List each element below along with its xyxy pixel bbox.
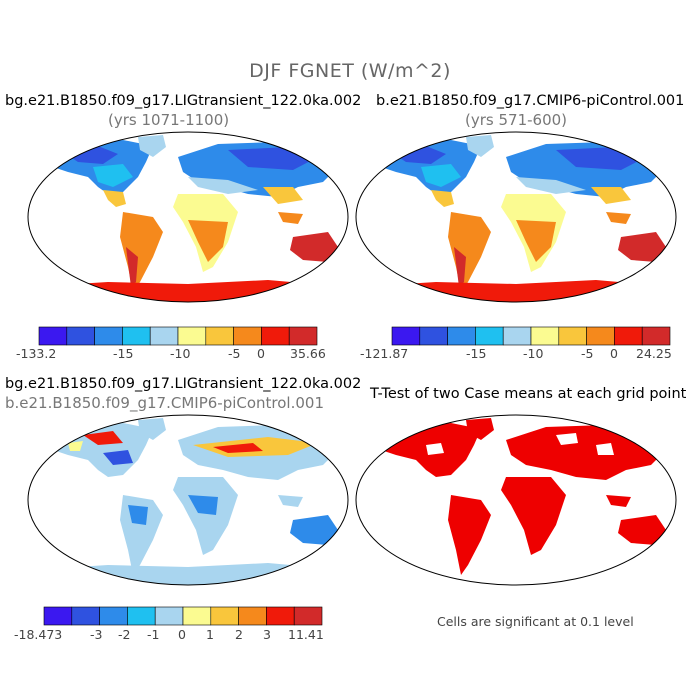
landmass-greenland [466,135,494,157]
colorbar-box [38,326,68,346]
colorbar-box [210,606,239,626]
colorbar-box [530,326,560,346]
panel-4-title: T-Test of two Case means at each grid po… [370,386,687,402]
colorbar-box [66,326,95,346]
colorbar-box [475,326,504,346]
colorbar-box [71,606,100,626]
landmass-australia [290,232,338,262]
panel-3-colorbar-label: 0 [178,627,186,642]
panel-1-colorbar-label-max: 35.66 [290,346,326,361]
colorbar-box [502,326,532,346]
colorbar-box [127,606,156,626]
landmass-south-america [448,495,491,575]
panel-2-colorbar-label-min: -121.87 [360,346,409,361]
panel-3-colorbar-label: 1 [206,627,214,642]
colorbar-box [641,326,671,346]
landmass-australia [290,515,338,545]
colorbar-box [99,606,128,626]
panel-1-map [27,131,349,303]
panel-2-colorbar-label: 0 [610,346,618,361]
panel-2-map [355,131,677,303]
colorbar-box [261,326,290,346]
colorbar-box [288,326,318,346]
colorbar-box [233,326,262,346]
colorbar-boxes [43,606,323,626]
panel-1-colorbar-label: 0 [257,346,265,361]
panel-4-map [355,414,677,586]
panel-2-colorbar-label: -10 [523,346,544,361]
panel-3-colorbar-label-min: -18.473 [14,627,63,642]
panel-3-map [27,414,349,586]
colorbar-boxes [38,326,318,346]
landmass-greenland [138,418,166,440]
colorbar-box [43,606,73,626]
colorbar-box [614,326,643,346]
panel-3-colorbar-label: -1 [147,627,160,642]
colorbar-box [293,606,323,626]
panel-2-title: b.e21.B1850.f09_g17.CMIP6-piControl.001 [376,93,685,109]
panel-3-colorbar-label: -2 [118,627,131,642]
panel-3-colorbar-label-max: 11.41 [288,627,324,642]
panel-1-colorbar-label: -5 [228,346,241,361]
colorbar-boxes [391,326,671,346]
panel-1-colorbar [38,326,318,346]
panel-2-colorbar-label-max: 24.25 [636,346,672,361]
significance-note: Cells are significant at 0.1 level [437,614,634,629]
panel-1-subtitle: (yrs 1071-1100) [108,111,230,129]
panel-3-title: bg.e21.B1850.f09_g17.LIGtransient_122.0k… [5,376,362,392]
panel-1-title: bg.e21.B1850.f09_g17.LIGtransient_122.0k… [5,93,362,109]
colorbar-box [149,326,179,346]
landmass-greenland [138,135,166,157]
panel-2-colorbar-label: -15 [466,346,487,361]
panel-1-colorbar-label-min: -133.2 [16,346,57,361]
colorbar-box [391,326,421,346]
colorbar-box [205,326,234,346]
colorbar-box [266,606,295,626]
colorbar-box [154,606,184,626]
panel-2-colorbar-label: -5 [581,346,594,361]
colorbar-box [182,606,212,626]
colorbar-box [122,326,151,346]
panel-2-subtitle: (yrs 571-600) [465,111,568,129]
landmass-australia [618,515,666,545]
figure-title: DJF FGNET (W/m^2) [249,60,451,82]
panel-1-colorbar-label: -15 [113,346,134,361]
landmass-greenland [466,418,494,440]
colorbar-box [558,326,587,346]
panel-2-colorbar [391,326,671,346]
landmass-africa [501,477,566,555]
colorbar-box [419,326,448,346]
colorbar-box [94,326,123,346]
colorbar-box [238,606,267,626]
colorbar-box [177,326,207,346]
landmass-australia [618,232,666,262]
panel-3-colorbar-label: 3 [263,627,271,642]
panel-3-colorbar [43,606,323,626]
panel-3-subtitle: b.e21.B1850.f09_g17.CMIP6-piControl.001 [5,394,324,412]
colorbar-box [447,326,476,346]
panel-3-colorbar-label: -3 [90,627,103,642]
panel-3-colorbar-label: 2 [235,627,243,642]
colorbar-box [586,326,615,346]
panel-1-colorbar-label: -10 [170,346,191,361]
